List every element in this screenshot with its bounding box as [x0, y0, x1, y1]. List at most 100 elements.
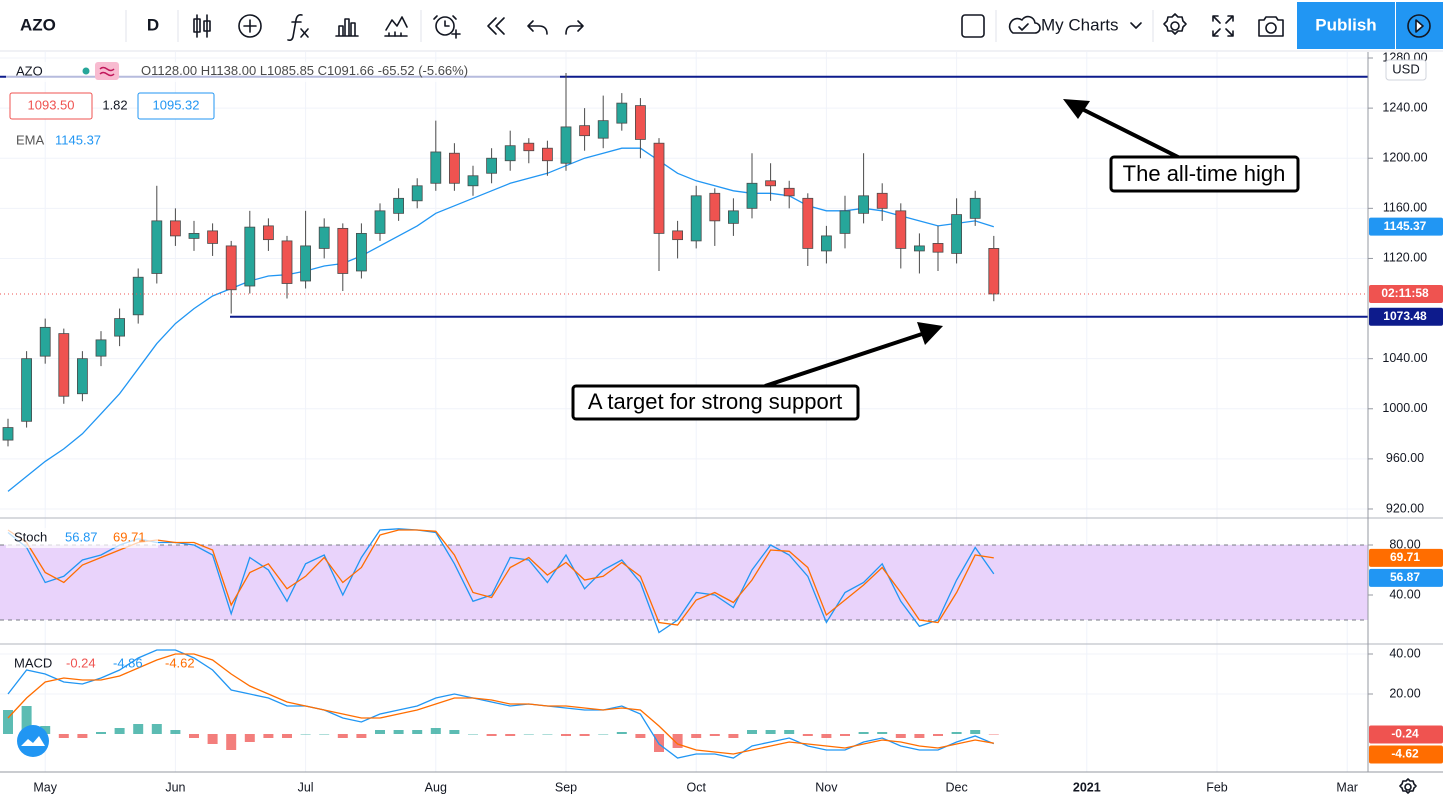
my-charts-button[interactable]: My Charts: [1041, 15, 1118, 34]
indicators-button[interactable]: [287, 14, 309, 41]
histogram-bar: [840, 734, 850, 736]
settings-button[interactable]: [1163, 13, 1187, 35]
arrow-head: [1063, 99, 1090, 119]
histogram-bar: [96, 732, 106, 734]
annotation-text: A target for strong support: [588, 389, 842, 414]
macd-line: [7, 653, 994, 755]
x-tick-label: Jun: [165, 780, 185, 794]
histogram-bar: [802, 734, 813, 736]
candle-body: [616, 102, 628, 124]
logo[interactable]: [17, 725, 49, 757]
stoch-legend: Stoch 56.87 69.71: [6, 528, 158, 548]
x-tick-label: Sep: [555, 780, 577, 794]
layout-button[interactable]: [961, 14, 985, 38]
y-tick-label: 40.00: [1389, 646, 1420, 660]
histogram-bar: [468, 734, 478, 735]
price-tag: [1369, 725, 1443, 744]
bid-price[interactable]: 1093.50: [28, 97, 75, 112]
candle-body: [690, 195, 702, 242]
signal-value: -4.62: [165, 655, 195, 670]
histogram-bar: [263, 734, 274, 738]
histogram-bar: [393, 730, 404, 734]
histogram-bar: [244, 734, 255, 742]
candle-body: [635, 105, 646, 140]
histogram-bar: [3, 710, 13, 734]
candle-body: [430, 151, 442, 184]
fullscreen-button[interactable]: [1212, 15, 1234, 37]
templates-button[interactable]: [384, 16, 408, 37]
interval-button[interactable]: D: [147, 15, 159, 34]
annotation-support: A target for strong support: [571, 322, 943, 421]
candle-body: [709, 192, 721, 222]
histogram-bar: [40, 726, 51, 734]
x-tick-label: Nov: [815, 780, 838, 794]
y-tick-label: 960.00: [1386, 451, 1424, 465]
histogram-bar: [356, 734, 367, 738]
candle-body: [355, 232, 367, 272]
redo-button[interactable]: [565, 20, 584, 35]
annotation-box: [1109, 155, 1300, 193]
candle-body: [728, 210, 739, 224]
symbol-button[interactable]: AZO: [20, 15, 56, 34]
histogram-bar: [170, 730, 181, 734]
bid-box[interactable]: [9, 92, 93, 120]
stream-button[interactable]: [1407, 14, 1431, 38]
y-tick-label: 920.00: [1386, 501, 1424, 515]
axis-settings-button[interactable]: [1399, 778, 1417, 794]
high-value: H1138.00: [201, 63, 256, 78]
chart-style-button[interactable]: [193, 14, 211, 38]
ema-line: [7, 147, 994, 492]
histogram-bar: [523, 734, 534, 735]
currency-box[interactable]: [1385, 59, 1427, 81]
histogram-bar: [951, 732, 962, 734]
candle-body: [504, 145, 516, 162]
ask-price[interactable]: 1095.32: [153, 97, 200, 112]
candle-body: [77, 358, 88, 395]
low-value: L1085.85: [260, 63, 314, 78]
histogram-bar: [133, 724, 144, 734]
candle-body: [58, 333, 70, 397]
candle-body: [225, 245, 237, 291]
candle-body: [486, 157, 498, 174]
replay-button[interactable]: [487, 17, 505, 35]
snapshot-button[interactable]: [1258, 16, 1284, 37]
publish-button-bg[interactable]: [1297, 2, 1395, 49]
price-tag-label: 56.87: [1390, 570, 1420, 584]
y-tick-label: 1240.00: [1382, 100, 1427, 114]
y-tick-label: 40.00: [1389, 587, 1420, 601]
candle-body: [393, 197, 405, 214]
candle-body: [207, 230, 219, 244]
legend-symbol: AZO: [16, 63, 43, 78]
ask-box[interactable]: [137, 92, 215, 120]
histogram-bar: [77, 734, 88, 738]
ema-label: EMA: [16, 132, 45, 147]
y-tick-label: 1160.00: [1383, 201, 1427, 215]
y-tick-label: 1000.00: [1382, 401, 1427, 415]
histogram-bar: [579, 734, 590, 736]
candle-body: [337, 227, 349, 274]
candle-body: [895, 210, 907, 249]
change-percent: (-5.66%): [418, 63, 468, 78]
x-tick-label: Dec: [945, 780, 967, 794]
undo-button[interactable]: [527, 20, 548, 35]
candle-body: [318, 226, 330, 249]
publish-button[interactable]: Publish: [1315, 15, 1376, 34]
histogram-bar: [988, 734, 999, 735]
financials-button[interactable]: [335, 18, 359, 37]
x-tick-label: Mar: [1336, 780, 1358, 794]
price-legend: AZO O1128.00 H1138.00 L1085.85 C1091.66 …: [6, 62, 560, 147]
candle-body: [579, 125, 590, 137]
candle-body: [672, 230, 683, 241]
compare-button[interactable]: [238, 14, 262, 38]
indicator-icon: [99, 66, 115, 77]
histogram-bar: [709, 734, 720, 736]
candle-body: [169, 220, 181, 237]
candle-body: [114, 318, 125, 337]
candle-body: [523, 142, 535, 152]
y-tick-label: 1040.00: [1382, 351, 1427, 365]
y-tick-label: 1200.00: [1382, 151, 1427, 165]
arrow-head: [917, 322, 943, 345]
histogram-bar: [486, 734, 497, 736]
alert-button[interactable]: [433, 15, 461, 39]
